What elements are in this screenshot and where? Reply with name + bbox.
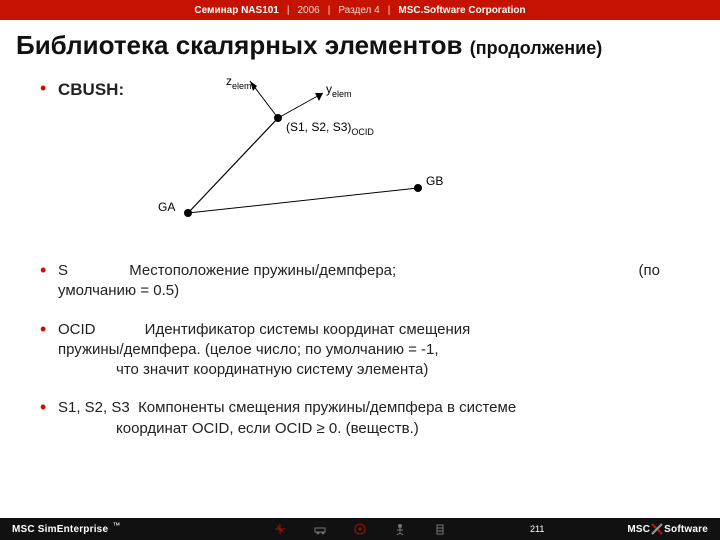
cbush-diagram: GA GB zelem yele — [158, 73, 458, 243]
cbush-label: CBUSH: — [58, 79, 124, 102]
ocid-l1: Идентификатор системы координат смещения — [145, 321, 471, 338]
title-cont: (продолжение) — [470, 38, 603, 58]
ocid-l3: что значит координатную систему элемента… — [58, 360, 680, 380]
header-bar: Семинар NAS101 | 2006 | Раздел 4 | MSC.S… — [0, 0, 720, 20]
page-title: Библиотека скалярных элементов (продолже… — [0, 20, 720, 65]
footer-tm: ™ — [112, 521, 120, 530]
car-icon — [314, 523, 326, 535]
s123-l2: координат OCID, если OCID ≥ 0. (веществ.… — [58, 419, 680, 439]
svg-text:zelem: zelem — [226, 74, 252, 91]
diagram-y-sub: elem — [332, 89, 352, 99]
s-tail: (по — [639, 261, 680, 281]
diagram-ocid-sub: OCID — [351, 127, 374, 137]
ocid-l2: пружины/демпфера. (целое число; по умолч… — [58, 341, 439, 358]
footer-right-a: MSC — [627, 524, 650, 535]
footer-left: MSC SimEnterprise ™ — [12, 524, 120, 535]
footer-brand: MSC SimEnterprise — [12, 524, 108, 535]
bullet-s: S Местоположение пружины/демпфера; (по у… — [40, 261, 680, 302]
svg-text:(S1, S2, S3)OCID: (S1, S2, S3)OCID — [286, 120, 374, 137]
ocid-key: OCID — [58, 320, 128, 340]
header-section: Раздел 4 — [338, 5, 379, 16]
header-seminar: Семинар NAS101 — [194, 5, 278, 16]
header-sep: | — [287, 5, 290, 16]
bullet-ocid: OCID Идентификатор системы координат сме… — [40, 320, 680, 381]
diagram-ocid-pt: (S1, S2, S3) — [286, 120, 351, 134]
content-area: CBUSH: GA GB — [0, 65, 720, 439]
s-line2: умолчанию = 0.5) — [58, 282, 179, 299]
diagram-label-gb: GB — [426, 174, 443, 188]
bullet-cbush: CBUSH: GA GB — [40, 79, 680, 243]
footer-bar: MSC SimEnterprise ™ 211 MSC Software — [0, 518, 720, 540]
target-icon — [354, 523, 366, 535]
footer-icons — [274, 523, 446, 535]
svg-text:yelem: yelem — [326, 82, 352, 99]
person-icon — [394, 523, 406, 535]
title-main: Библиотека скалярных элементов — [16, 30, 462, 60]
bullet-s123: S1, S2, S3 Компоненты смещения пружины/д… — [40, 398, 680, 439]
plane-icon — [274, 523, 286, 535]
s123-l1: Компоненты смещения пружины/демпфера в с… — [138, 399, 516, 416]
x-icon — [651, 523, 663, 535]
diagram-z-sub: elem — [232, 81, 252, 91]
diagram-label-ga: GA — [158, 200, 175, 214]
s123-key: S1, S2, S3 — [58, 399, 130, 416]
s-text: Местоположение пружины/демпфера; — [129, 262, 396, 279]
building-icon — [434, 523, 446, 535]
header-year: 2006 — [297, 5, 319, 16]
page-number: 211 — [530, 524, 544, 534]
header-corp: MSC.Software Corporation — [398, 5, 525, 16]
s-key: S — [58, 261, 100, 281]
footer-right-b: Software — [664, 524, 708, 535]
header-sep: | — [328, 5, 331, 16]
header-sep: | — [388, 5, 391, 16]
footer-right: MSC Software — [627, 523, 708, 535]
